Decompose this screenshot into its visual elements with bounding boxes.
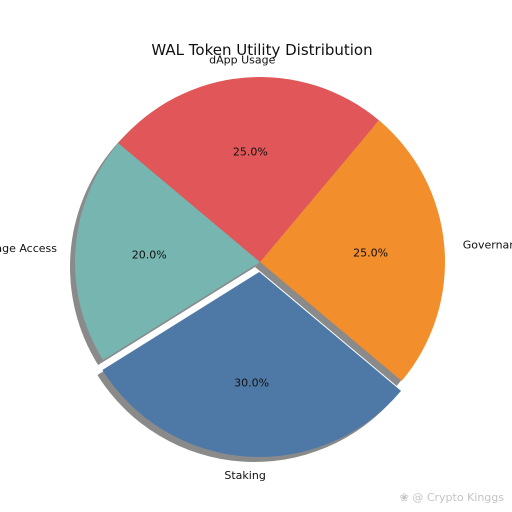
slice-label-dapp-usage: dApp Usage: [209, 53, 275, 66]
pie-slice-dapp-usage: [118, 77, 379, 262]
pie-labels: Storage Access 20.0% Staking 30.0% Governanc…: [0, 53, 512, 482]
watermark: ❀ @ Crypto Kinggs: [400, 491, 504, 504]
slice-label-storage-access: Storage Access: [0, 242, 57, 255]
slice-pct-dapp-usage: 25.0%: [233, 145, 268, 158]
slice-label-staking: Staking: [224, 469, 265, 482]
pie-slice-staking: [102, 271, 402, 457]
watermark-text: @ Crypto Kinggs: [412, 491, 504, 504]
slice-pct-staking: 30.0%: [234, 377, 269, 390]
pie-slice-governance: [260, 120, 445, 381]
chart-title: WAL Token Utility Distribution: [151, 41, 372, 59]
slice-pct-storage-access: 20.0%: [132, 248, 167, 261]
slice-pct-governance: 25.0%: [353, 246, 388, 259]
slice-label-governance: Governance: [463, 238, 512, 251]
watermark-icon: ❀: [399, 491, 413, 504]
pie-slices: [75, 77, 445, 457]
pie-slice-storage-access: [75, 143, 260, 361]
